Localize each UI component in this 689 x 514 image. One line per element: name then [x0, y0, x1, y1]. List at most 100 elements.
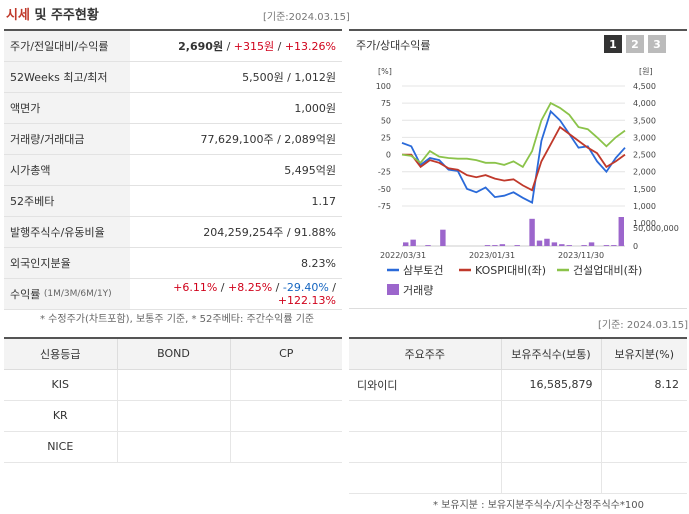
chart-page-2-button[interactable]: 2	[626, 35, 644, 53]
volume-bar	[588, 242, 595, 246]
info-label: 시가총액	[4, 155, 130, 185]
returns-chart: [%] [원] 100 4,500 75 4,000 50 3,500 25 3,000 0 2,50…	[376, 67, 679, 297]
credit-header-row: 신용등급 BOND CP	[4, 338, 342, 370]
price-rate: +13.26%	[284, 40, 336, 53]
table-row: NICE	[4, 431, 342, 463]
holders-header-name: 주요주주	[349, 338, 502, 370]
title-rest: 및 주주현황	[34, 8, 99, 23]
chart-pager: 1 2 3	[604, 35, 666, 53]
return-1y: +122.13%	[277, 294, 336, 307]
volume-bar	[618, 217, 624, 246]
left-tick-label: 100	[376, 82, 391, 91]
info-value: 204,259,254주 / 91.88%	[203, 226, 336, 239]
credit-bond	[117, 431, 231, 463]
holders-footnote: * 보유지분 : 보유지분주식수/지수산정주식수*100	[433, 500, 644, 511]
volume-bar	[492, 245, 498, 246]
info-label: 액면가	[4, 93, 130, 123]
legend-label: 거래량	[403, 284, 433, 297]
table-row	[349, 462, 687, 494]
volume-bar	[410, 239, 416, 246]
volume-bar	[403, 242, 409, 246]
right-tick-label: 2,000	[633, 168, 656, 177]
volume-zero-label: 0	[633, 242, 638, 251]
holders-header-row: 주요주주 보유주식수(보통) 보유지분(%)	[349, 338, 687, 370]
volume-bar	[529, 218, 535, 246]
volume-unit-label: 50,000,000	[633, 224, 679, 233]
stock-info-table: 주가/전일대비/수익률 2,690원 / +315원 / +13.26% 52W…	[4, 29, 342, 310]
info-label: 발행주식수/유동비율	[4, 217, 130, 247]
table-row: KR	[4, 400, 342, 432]
left-tick-label: -50	[378, 185, 391, 194]
right-tick-label: 4,000	[633, 99, 656, 108]
right-tick-label: 4,500	[633, 82, 656, 91]
table-row: 디와이디 16,585,879 8.12	[349, 369, 687, 401]
credit-cp	[230, 400, 342, 432]
info-value: +6.11% / +8.25% / -29.40% / +122.13%	[173, 281, 336, 307]
left-tick-label: -25	[378, 168, 391, 177]
credit-bond	[117, 369, 231, 401]
series-line	[402, 125, 626, 192]
credit-agency: KR	[4, 400, 118, 432]
info-value: 5,495억원	[284, 164, 336, 177]
holder-name: 디와이디	[349, 369, 502, 401]
info-footnote: * 수정주가(차트포함), 보통주 기준, * 52주베타: 주간수익률 기준	[40, 314, 315, 325]
volume-bar	[484, 245, 491, 246]
series-line	[401, 101, 626, 169]
series-line	[401, 109, 626, 204]
info-value: 77,629,100주 / 2,089억원	[200, 133, 336, 146]
left-tick-label: 75	[381, 99, 391, 108]
right-tick-label: 1,000	[633, 219, 656, 228]
volume-bar	[559, 244, 565, 246]
info-row-foreign: 외국인지분율 8.23%	[4, 248, 342, 279]
volume-bar	[440, 229, 446, 246]
volume-bar	[581, 245, 587, 246]
info-row-face-value: 액면가 1,000원	[4, 93, 342, 124]
return-6m: -29.40%	[282, 281, 329, 294]
right-tick-label: 3,500	[633, 116, 656, 125]
base-date: [기준:2024.03.15]	[263, 12, 350, 23]
right-tick-label: 1,500	[633, 185, 656, 194]
credit-agency: KIS	[4, 369, 118, 401]
chart-page-1-button[interactable]: 1	[604, 35, 622, 53]
holders-header-ratio: 보유지분(%)	[601, 338, 687, 370]
holder-ratio: 8.12	[601, 369, 687, 401]
info-value: 5,500원 / 1,012원	[242, 71, 336, 84]
holders-header-shares: 보유주식수(보통)	[501, 338, 602, 370]
credit-header-bond: BOND	[117, 338, 231, 370]
info-row-returns: 수익률 (1M/3M/6M/1Y) +6.11% / +8.25% / -29.…	[4, 279, 342, 310]
info-label: 거래량/거래대금	[4, 124, 130, 154]
info-value: 8.23%	[301, 256, 336, 270]
chart-page-3-button[interactable]: 3	[648, 35, 666, 53]
major-holders-table: 주요주주 보유주식수(보통) 보유지분(%) 디와이디 16,585,879 8…	[349, 337, 687, 494]
info-label: 52주베타	[4, 186, 130, 216]
info-row-52w: 52Weeks 최고/최저 5,500원 / 1,012원	[4, 62, 342, 93]
info-value: 1.17	[311, 194, 337, 208]
chart-title: 주가/상대수익률	[356, 39, 431, 52]
legend-label: 삼부토건	[403, 264, 443, 277]
table-row	[349, 431, 687, 463]
title-highlight: 시세	[6, 8, 30, 23]
volume-bar	[499, 244, 506, 246]
info-label: 외국인지분율	[4, 248, 130, 278]
left-tick-label: 25	[381, 133, 391, 142]
credit-cp	[230, 369, 342, 401]
legend-label: 건설업대비(좌)	[573, 264, 642, 277]
right-tick-label: 3,000	[633, 133, 656, 142]
credit-bond	[117, 400, 231, 432]
return-3m: +8.25%	[228, 281, 273, 294]
volume-bar	[425, 245, 431, 246]
x-tick-label: 2023/01/31	[469, 251, 515, 260]
return-1m: +6.11%	[173, 281, 218, 294]
info-row-shares: 발행주식수/유동비율 204,259,254주 / 91.88%	[4, 217, 342, 248]
info-value: 2,690원 / +315원 / +13.26%	[178, 40, 336, 53]
volume-bar	[611, 245, 617, 246]
credit-agency: NICE	[4, 431, 118, 463]
right-unit-label: [원]	[639, 67, 653, 76]
info-row-market-cap: 시가총액 5,495억원	[4, 155, 342, 186]
table-row: KIS	[4, 369, 342, 401]
info-row-price: 주가/전일대비/수익률 2,690원 / +315원 / +13.26%	[4, 31, 342, 62]
section-title: 시세 및 주주현황	[6, 4, 99, 23]
credit-cp	[230, 431, 342, 463]
price-value: 2,690원	[178, 40, 224, 53]
left-tick-label: -75	[378, 202, 391, 211]
